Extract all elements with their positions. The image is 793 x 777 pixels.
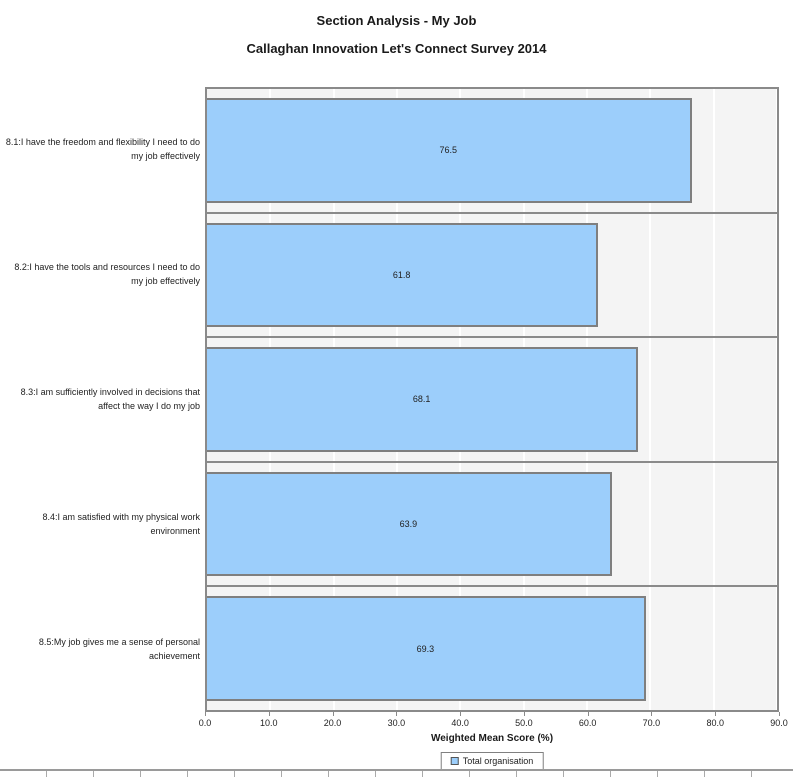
bar: 76.5 — [207, 98, 692, 203]
category-label: 8.4:I am satisfied with my physical work… — [42, 512, 200, 536]
plot-area: 76.5 61.8 68.1 63.9 69.3 — [205, 87, 779, 712]
x-tick-mark — [460, 712, 462, 716]
chart-title: Section Analysis - My Job — [316, 13, 477, 28]
bar-row: 69.3 — [207, 585, 777, 710]
x-tick-label: 30.0 — [387, 718, 406, 728]
gridline — [776, 338, 777, 461]
x-tick-label: 10.0 — [260, 718, 278, 728]
gridline — [712, 89, 715, 212]
gridline — [776, 89, 777, 212]
x-tick-mark — [396, 712, 398, 716]
bar-row: 63.9 — [207, 460, 777, 586]
legend-label: Total organisation — [462, 756, 534, 766]
bar: 61.8 — [207, 222, 599, 328]
bar-value-label: 63.9 — [399, 519, 418, 530]
gridline — [712, 462, 715, 586]
gridline — [649, 213, 652, 337]
x-axis-ticks: 0.0 10.0 20.0 30.0 40.0 50.0 60.0 70.0 80.0 90.0 — [199, 712, 788, 732]
bar-value-label: 69.3 — [416, 643, 435, 654]
x-tick-label: 80.0 — [706, 718, 724, 728]
bar: 69.3 — [207, 596, 646, 701]
bar-row: 61.8 — [207, 211, 777, 337]
x-tick-mark — [523, 712, 525, 716]
x-axis-label: Weighted Mean Score (%) — [430, 733, 554, 744]
gridline — [776, 587, 777, 710]
x-tick-label: 90.0 — [770, 718, 788, 728]
gridline — [712, 338, 715, 461]
x-tick-mark — [715, 712, 717, 716]
bar-value-label: 68.1 — [412, 394, 431, 405]
category-label: 8.1:I have the freedom and flexibility I… — [5, 137, 200, 161]
gridline — [712, 213, 715, 337]
bar: 68.1 — [207, 347, 639, 452]
x-tick-label: 50.0 — [515, 718, 533, 728]
x-tick-mark — [651, 712, 653, 716]
bar: 63.9 — [207, 471, 612, 577]
category-labels: 8.1:I have the freedom and flexibility I… — [0, 87, 200, 712]
category-label: 8.5:My job gives me a sense of personal … — [38, 637, 200, 661]
x-tick-label: 60.0 — [578, 718, 597, 728]
x-tick-mark — [779, 712, 780, 716]
x-tick-label: 20.0 — [323, 718, 342, 728]
x-tick-mark — [332, 712, 334, 716]
x-tick-label: 0.0 — [198, 718, 212, 728]
gridline — [776, 462, 777, 586]
bar-value-label: 61.8 — [392, 269, 411, 280]
x-tick-label: 70.0 — [642, 718, 661, 728]
gridline — [776, 213, 777, 337]
chart-subtitle: Callaghan Innovation Let's Connect Surve… — [246, 41, 547, 56]
x-tick-label: 40.0 — [451, 718, 469, 728]
bottom-ruler — [0, 769, 793, 777]
legend-box: Total organisation — [440, 752, 544, 770]
category-label: 8.2:I have the tools and resources I nee… — [14, 262, 200, 286]
bar-row: 68.1 — [207, 336, 777, 461]
x-tick-mark — [205, 712, 206, 716]
gridline — [712, 587, 715, 710]
gridline — [649, 462, 652, 586]
gridline — [649, 338, 652, 461]
x-tick-mark — [268, 712, 270, 716]
category-label: 8.3:I am sufficiently involved in decisi… — [20, 387, 200, 411]
bar-value-label: 76.5 — [439, 145, 458, 156]
legend-marker-icon — [450, 757, 459, 765]
gridline — [649, 587, 652, 710]
bar-row: 76.5 — [207, 89, 777, 212]
x-tick-mark — [587, 712, 589, 716]
